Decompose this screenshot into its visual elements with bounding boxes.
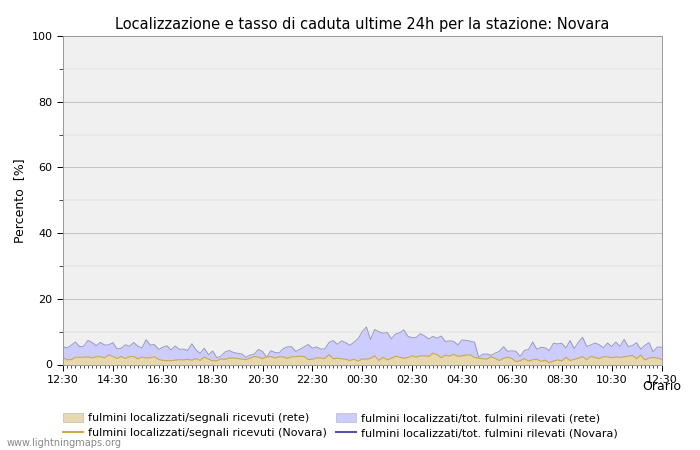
Text: Orario: Orario [642, 380, 681, 393]
Title: Localizzazione e tasso di caduta ultime 24h per la stazione: Novara: Localizzazione e tasso di caduta ultime … [115, 17, 610, 32]
Text: www.lightningmaps.org: www.lightningmaps.org [7, 438, 122, 448]
Y-axis label: Percento  [%]: Percento [%] [13, 158, 26, 243]
Legend: fulmini localizzati/segnali ricevuti (rete), fulmini localizzati/segnali ricevut: fulmini localizzati/segnali ricevuti (re… [62, 413, 618, 438]
